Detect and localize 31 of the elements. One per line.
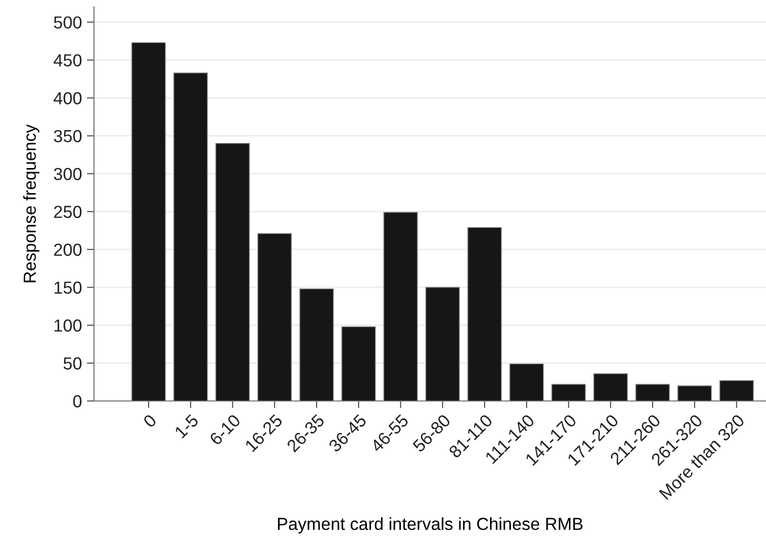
x-tick-label: 0	[142, 414, 158, 428]
y-tick-label: 100	[54, 319, 82, 332]
bar	[635, 384, 670, 401]
y-tick-label: 300	[54, 168, 82, 180]
y-tick-label: 250	[54, 206, 82, 218]
bar	[173, 72, 208, 401]
y-tick-label: 400	[54, 92, 82, 104]
bar	[509, 363, 544, 401]
bar	[593, 373, 628, 401]
bar	[677, 385, 712, 401]
bar	[467, 227, 502, 401]
x-tick-label: 6-10	[208, 414, 242, 446]
y-tick-label: 450	[54, 54, 82, 66]
y-tick-label: 200	[54, 244, 82, 256]
bar	[257, 233, 292, 401]
y-tick-label: 500	[54, 16, 82, 29]
bar	[299, 288, 334, 401]
bar	[719, 380, 754, 401]
y-tick-label: 50	[64, 357, 82, 370]
y-tick-label: 0	[73, 395, 82, 408]
bar	[383, 212, 418, 401]
y-axis-title: Response frequency	[23, 124, 40, 282]
bar	[425, 286, 460, 401]
bar	[551, 384, 586, 401]
bar	[215, 142, 250, 401]
x-axis-title: Payment card intervals in Chinese RMB	[278, 517, 583, 534]
y-tick-label: 350	[54, 130, 82, 142]
bar	[341, 326, 376, 401]
bar	[131, 42, 166, 401]
x-tick-label: 1-5	[174, 414, 200, 439]
y-tick-label: 150	[54, 282, 82, 294]
